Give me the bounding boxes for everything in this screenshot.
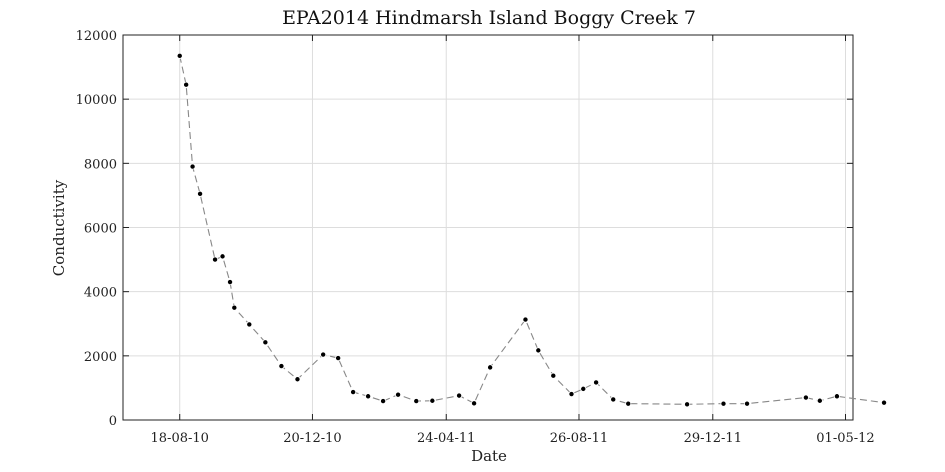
data-point	[189, 163, 196, 170]
data-point	[246, 321, 253, 328]
y-tick-label: 4000	[84, 286, 117, 301]
data-point	[212, 256, 219, 263]
x-tick-label: 18-08-10	[151, 431, 209, 446]
y-tick-label: 12000	[76, 29, 117, 44]
y-tick-label: 6000	[84, 222, 117, 237]
data-series	[176, 52, 888, 408]
y-tick-label: 10000	[76, 93, 117, 108]
data-point	[568, 391, 575, 398]
data-point	[816, 397, 823, 404]
data-point	[881, 399, 888, 406]
data-point	[183, 81, 190, 88]
data-point	[176, 52, 183, 59]
data-point	[365, 393, 372, 400]
x-axis: 18-08-10 20-12-10 24-04-11 26-08-11 29-12-11…	[151, 35, 875, 446]
data-point	[522, 316, 529, 323]
data-point	[487, 364, 494, 371]
x-tick-label: 29-12-11	[684, 431, 742, 446]
data-point	[278, 363, 285, 370]
y-tick-label: 8000	[84, 157, 117, 172]
data-point	[231, 304, 238, 311]
grid	[123, 34, 853, 421]
data-point	[684, 401, 691, 408]
data-point	[350, 389, 357, 396]
chart-title: EPA2014 Hindmarsh Island Boggy Creek 7	[282, 7, 696, 29]
data-point	[550, 372, 557, 379]
data-point	[227, 279, 234, 286]
data-point	[580, 385, 587, 392]
data-point	[380, 398, 387, 405]
data-point	[262, 339, 269, 346]
data-point	[429, 397, 436, 404]
data-point	[197, 190, 204, 197]
data-point	[395, 391, 402, 398]
x-axis-label: Date	[471, 447, 507, 465]
y-axis: 0 2000 4000 6000 8000 10000 12000	[76, 29, 853, 429]
y-tick-label: 2000	[84, 350, 117, 365]
data-point	[413, 398, 420, 405]
data-point	[625, 400, 632, 407]
x-tick-label: 26-08-11	[550, 431, 608, 446]
y-axis-label: Conductivity	[50, 179, 68, 276]
data-point	[720, 400, 727, 407]
series-line	[179, 55, 885, 405]
data-point	[335, 355, 342, 362]
x-tick-label: 24-04-11	[417, 431, 475, 446]
data-point	[593, 379, 600, 386]
data-point	[320, 351, 327, 358]
data-point	[471, 400, 478, 407]
x-tick-label: 01-05-12	[816, 431, 874, 446]
data-point	[744, 400, 751, 407]
data-point	[294, 376, 301, 383]
x-tick-label: 20-12-10	[283, 431, 341, 446]
data-point	[219, 253, 226, 260]
data-point	[802, 394, 809, 401]
data-point	[456, 392, 463, 399]
data-point	[833, 393, 840, 400]
data-point	[535, 347, 542, 354]
data-point	[610, 396, 617, 403]
y-tick-label: 0	[109, 414, 117, 429]
